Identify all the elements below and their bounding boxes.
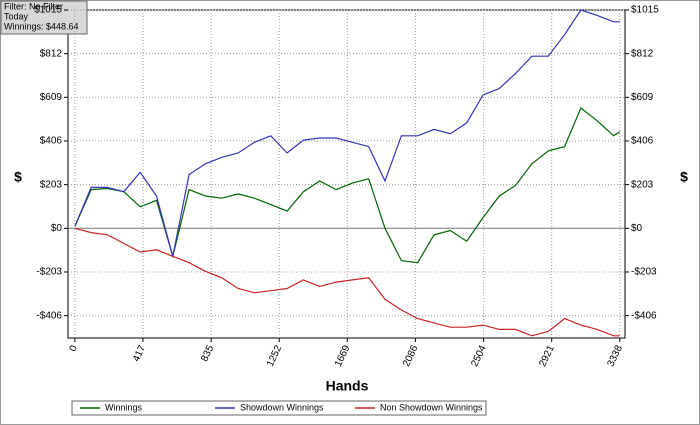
- legend: [71, 400, 487, 416]
- info-filter: Filter: No Filter: [4, 1, 63, 11]
- y-tick-label: $812: [40, 48, 63, 59]
- y2-tick-label: $609: [631, 92, 654, 103]
- info-winnings: Winnings: $448.64: [4, 21, 79, 31]
- y2-tick-label: $0: [631, 223, 643, 234]
- y2-tick-label: $1015: [631, 5, 659, 16]
- y-tick-label: $203: [40, 179, 63, 190]
- y2-tick-label: $203: [631, 179, 654, 190]
- legend-label: Winnings: [105, 402, 143, 412]
- y2-tick-label: -$203: [631, 267, 657, 278]
- series-line: [74, 227, 620, 337]
- info-period: Today: [4, 11, 29, 21]
- x-axis-label: Hands: [326, 378, 369, 394]
- x-tick-label: 0: [68, 343, 81, 353]
- series-line: [74, 9, 620, 257]
- plot-area: [67, 9, 626, 339]
- y-tick-label: -$203: [36, 267, 62, 278]
- y2-tick-label: $406: [631, 136, 654, 147]
- y-tick-label: $406: [40, 136, 63, 147]
- y-tick-label: -$406: [36, 310, 62, 321]
- y-tick-label: $0: [51, 223, 63, 234]
- y-tick-label: $1015: [34, 5, 62, 16]
- info-box: [0, 0, 88, 35]
- y-axis-label: $: [14, 169, 22, 185]
- y2-tick-label: -$406: [631, 310, 657, 321]
- y2-tick-label: $812: [631, 48, 654, 59]
- y2-axis-label: $: [680, 169, 688, 185]
- y-tick-label: $609: [40, 92, 63, 103]
- legend-label: Showdown Winnings: [240, 402, 324, 412]
- legend-label: Non Showdown Winnings: [380, 402, 483, 412]
